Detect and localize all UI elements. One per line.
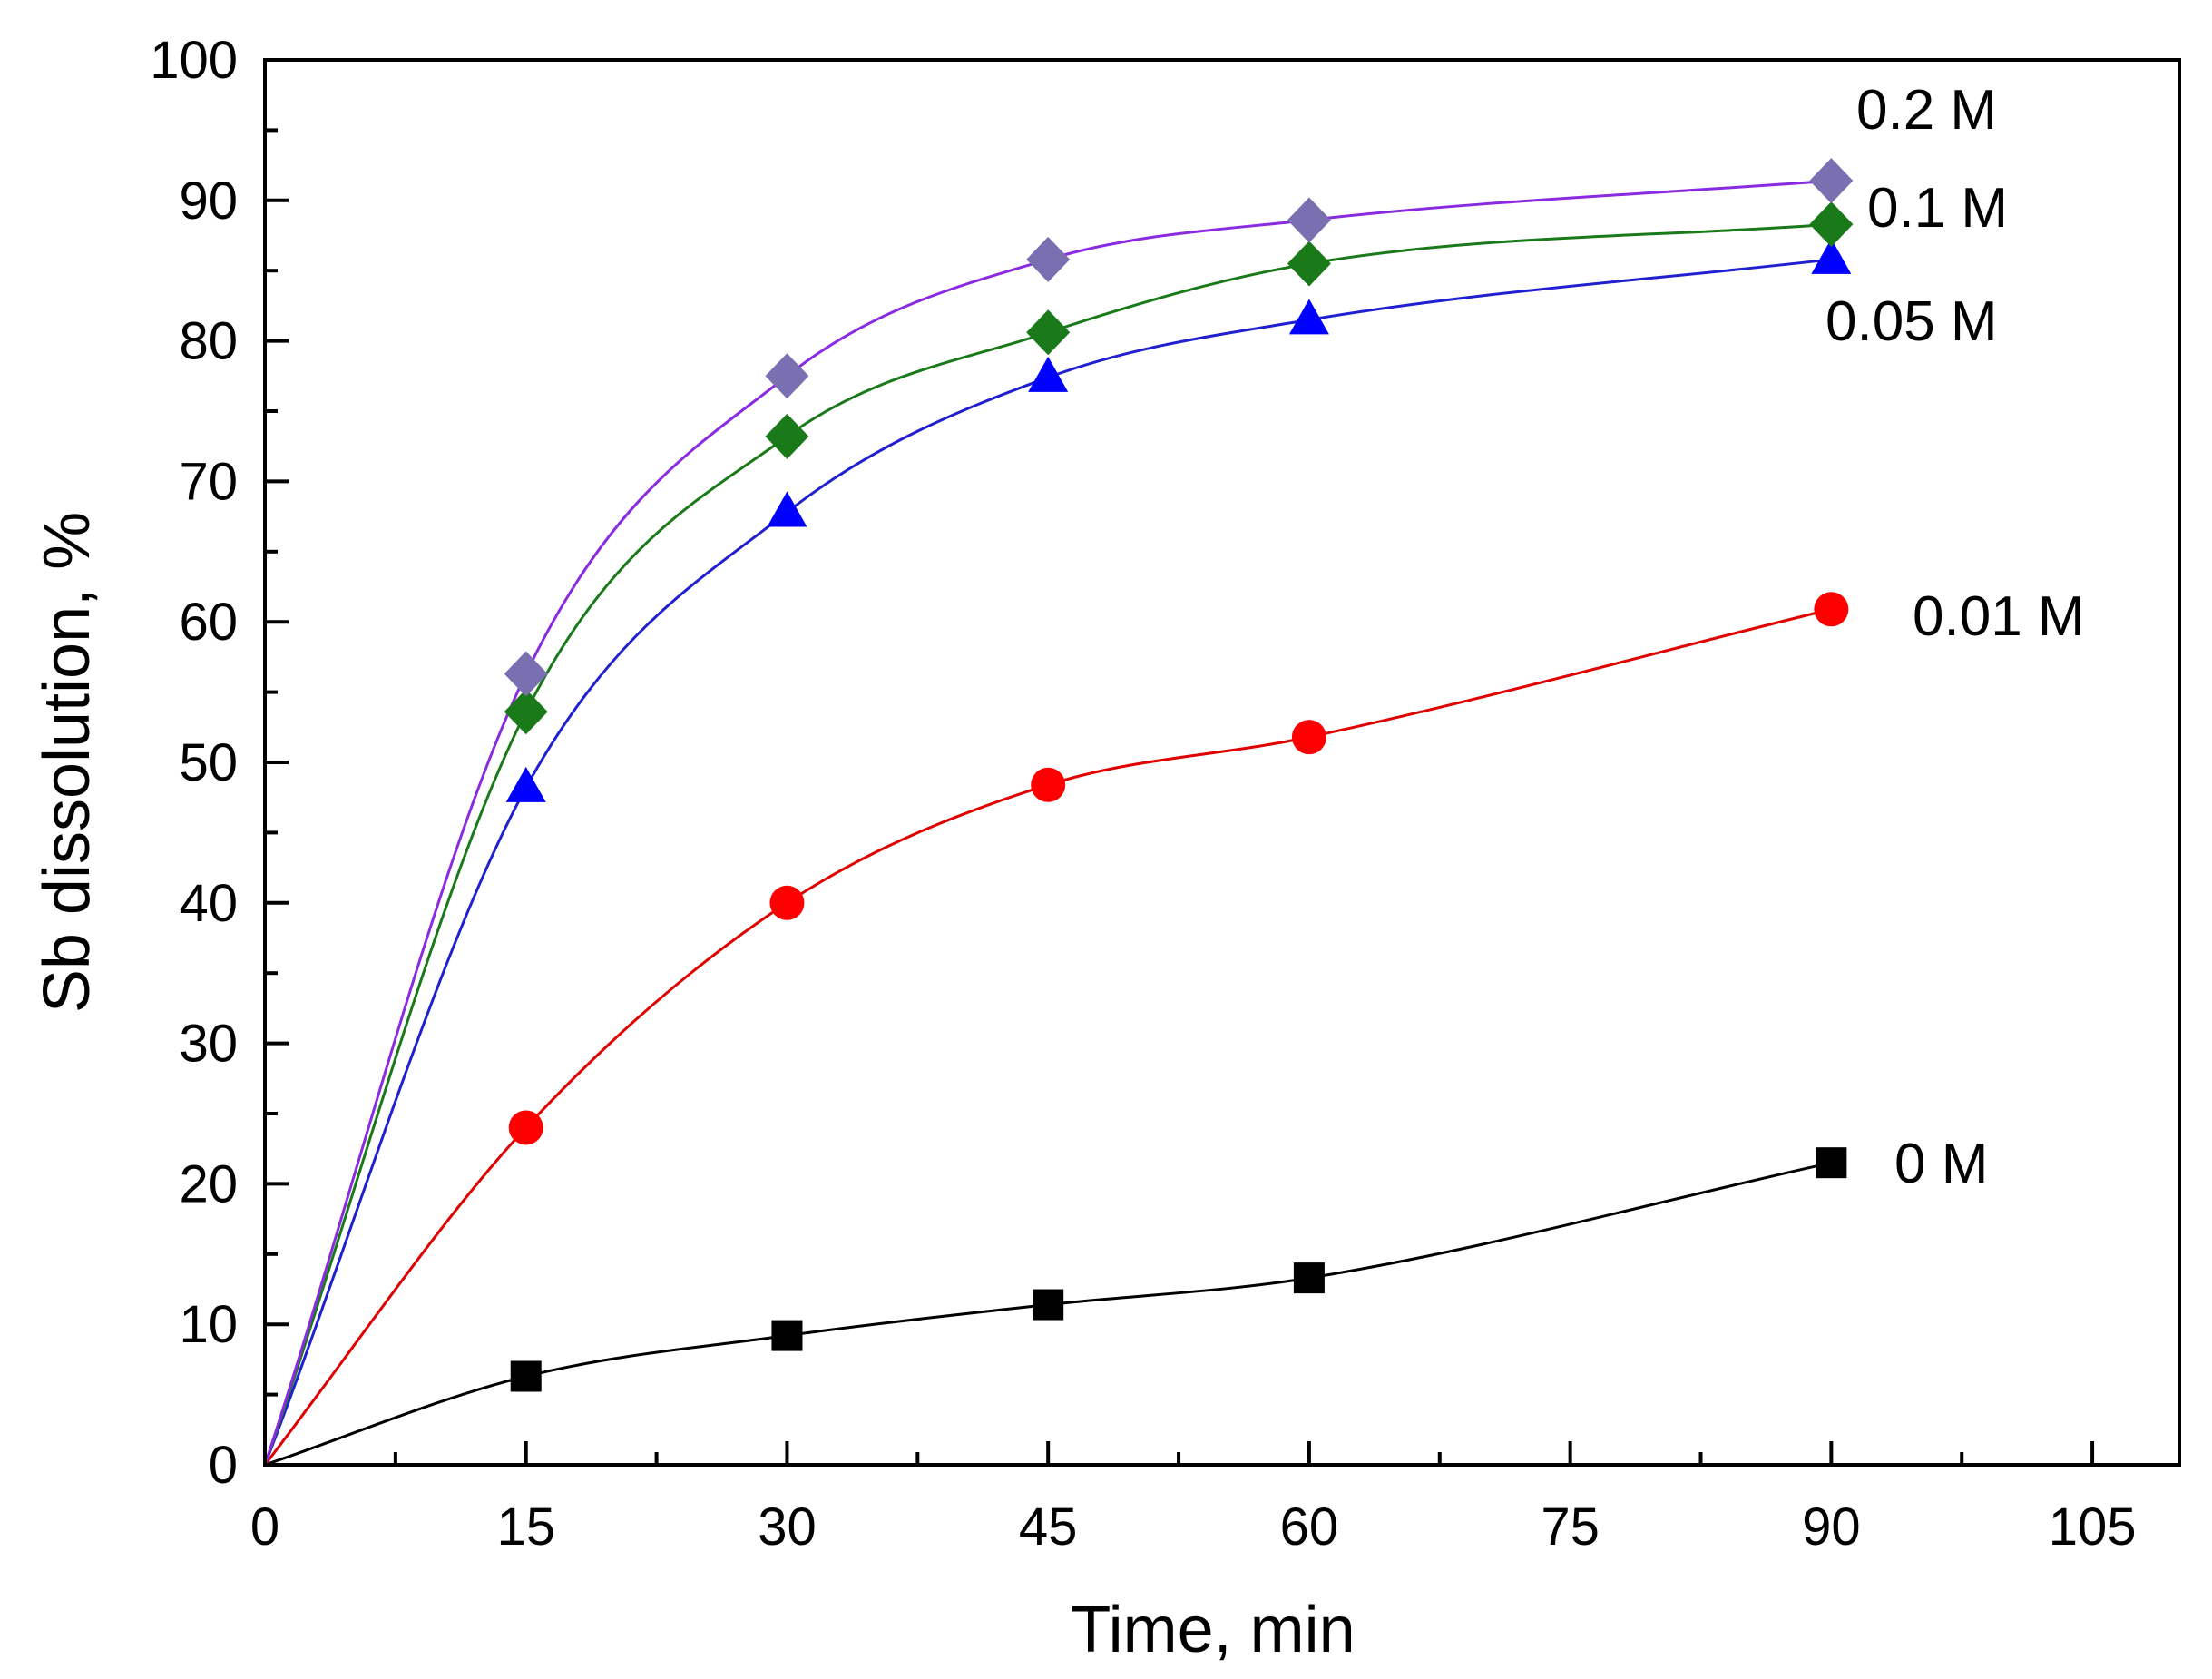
series-label-0-2-m: 0.2 M — [1856, 79, 1997, 142]
y-tick-label: 90 — [179, 172, 238, 231]
x-tick-label: 15 — [496, 1497, 555, 1556]
x-tick-label: 90 — [1802, 1497, 1861, 1556]
series-labels: 0 M 0.01 M 0.05 M 0.1 M 0.2 M — [1825, 79, 2085, 1195]
y-tick-label: 0 — [209, 1436, 238, 1495]
series-label-0-05-m: 0.05 M — [1825, 290, 1998, 353]
marker-0-01-m — [508, 1110, 543, 1145]
marker-0-01-m — [1814, 592, 1849, 627]
marker-0-1-m — [1026, 309, 1071, 356]
x-tick-label: 60 — [1280, 1497, 1339, 1556]
marker-0-2-m — [504, 651, 548, 697]
marker-0-2-m — [1026, 236, 1071, 282]
marker-0-m — [510, 1360, 542, 1392]
marker-0-05-m — [1811, 238, 1852, 274]
marker-0-05-m — [505, 766, 546, 802]
tick-labels: 0 15 30 45 60 75 90 105 0 10 20 30 40 50 60 70 80 90 100 — [150, 31, 2136, 1556]
fit-curve-0-01-m — [263, 607, 1832, 1466]
x-axis-title: Time, min — [1071, 1594, 1355, 1666]
marker-0-2-m — [1287, 197, 1331, 243]
marker-0-m — [1816, 1147, 1847, 1179]
marker-0-2-m — [765, 353, 809, 399]
marker-0-m — [771, 1320, 803, 1351]
y-tick-label: 40 — [179, 874, 238, 933]
marker-0-01-m — [769, 885, 805, 920]
axis-ticks — [263, 58, 2095, 1467]
marker-0-01-m — [1031, 767, 1066, 802]
marker-0-05-m — [1028, 356, 1069, 392]
marker-0-m — [1033, 1289, 1064, 1321]
y-tick-label: 70 — [179, 452, 238, 511]
x-tick-label: 105 — [2049, 1497, 2137, 1556]
y-tick-label: 100 — [150, 31, 238, 90]
series-label-0-1-m: 0.1 M — [1867, 177, 2008, 240]
y-axis-title: Sb dissolution, % — [31, 512, 103, 1013]
x-tick-label: 30 — [758, 1497, 817, 1556]
data-markers — [504, 158, 1854, 1392]
marker-0-05-m — [767, 491, 807, 527]
y-tick-label: 60 — [179, 593, 238, 652]
marker-0-2-m — [1809, 158, 1854, 204]
marker-0-1-m — [1287, 241, 1331, 287]
marker-0-05-m — [1288, 299, 1329, 335]
x-tick-label: 45 — [1019, 1497, 1078, 1556]
fit-curve-0-1-m — [263, 222, 1832, 1466]
y-tick-label: 20 — [179, 1154, 238, 1213]
x-tick-label: 75 — [1541, 1497, 1600, 1556]
y-tick-label: 80 — [179, 312, 238, 371]
series-label-0-01-m: 0.01 M — [1913, 585, 2085, 648]
fit-curves — [263, 179, 1832, 1467]
marker-0-m — [1293, 1262, 1325, 1294]
marker-0-1-m — [1809, 201, 1854, 248]
fit-curve-0-m — [264, 1161, 1832, 1467]
y-tick-label: 10 — [179, 1295, 238, 1354]
x-tick-label: 0 — [250, 1497, 279, 1556]
fit-curve-0-05-m — [263, 258, 1832, 1466]
fit-curve-0-2-m — [263, 179, 1832, 1466]
y-tick-label: 30 — [179, 1015, 238, 1074]
marker-0-1-m — [504, 689, 548, 735]
y-tick-label: 50 — [179, 733, 238, 792]
marker-0-01-m — [1291, 720, 1326, 755]
marker-0-1-m — [765, 413, 809, 459]
series-label-0-m: 0 M — [1894, 1133, 1988, 1195]
